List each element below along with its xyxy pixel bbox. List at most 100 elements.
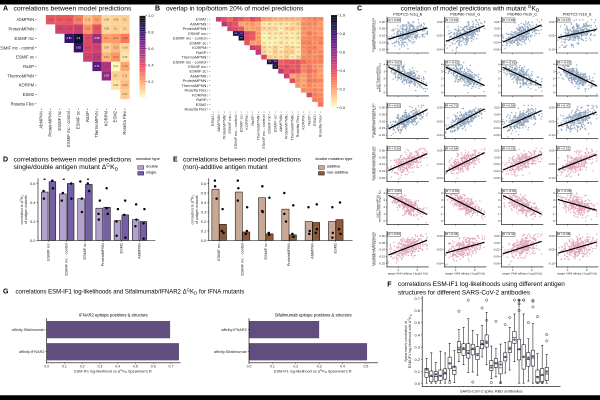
svg-text:ESMIF mc↓: ESMIF mc↓ xyxy=(227,113,232,133)
svg-text:-0.06: -0.06 xyxy=(493,261,500,265)
svg-text:-0.02: -0.02 xyxy=(436,248,443,252)
svg-text:0.02: 0.02 xyxy=(291,42,294,44)
svg-text:0.25: 0.25 xyxy=(308,85,311,87)
svg-text:0.3: 0.3 xyxy=(308,71,310,73)
svg-text:0.31: 0.31 xyxy=(229,19,232,21)
svg-text:0.1: 0.1 xyxy=(123,17,127,21)
svg-text:double: double xyxy=(146,164,159,169)
svg-text:Sifalimumab epitope positions: Sifalimumab epitope positions & structur… xyxy=(275,313,353,318)
svg-text:1: 1 xyxy=(553,212,555,216)
svg-text:0.08: 0.08 xyxy=(263,52,266,54)
svg-text:0.46: 0.46 xyxy=(251,47,254,49)
svg-text:target VHH affinity (-log10 Kd: target VHH affinity (-log10 Kd) xyxy=(502,272,542,276)
svg-text:0.05: 0.05 xyxy=(285,33,288,35)
svg-text:0.22: 0.22 xyxy=(113,55,119,59)
svg-text:0.03: 0.03 xyxy=(263,42,266,44)
svg-text:0.37: 0.37 xyxy=(95,27,101,31)
svg-text:0.17: 0.17 xyxy=(257,23,260,25)
svg-text:0.11: 0.11 xyxy=(297,23,300,25)
svg-text:0.00: 0.00 xyxy=(494,112,500,116)
svg-text:0.21: 0.21 xyxy=(113,36,119,40)
svg-text:0.26: 0.26 xyxy=(314,71,317,73)
svg-text:0.23: 0.23 xyxy=(314,66,317,68)
svg-text:0.24: 0.24 xyxy=(319,19,322,21)
svg-text:Δ log-likelihood (ESM-IF1 mc): Δ log-likelihood (ESM-IF1 mc) xyxy=(371,232,375,266)
svg-text:-0.02: -0.02 xyxy=(436,162,443,166)
svg-text:affinity:Sifalimumab: affinity:Sifalimumab xyxy=(12,328,45,332)
svg-text:ProteinMPNN: ProteinMPNN xyxy=(8,27,34,32)
svg-text:-0.15: -0.15 xyxy=(379,255,386,259)
svg-text:0.25: 0.25 xyxy=(308,75,311,77)
svg-text:0.08: 0.08 xyxy=(268,28,271,30)
svg-text:RaSP: RaSP xyxy=(85,111,90,122)
svg-text:0: 0 xyxy=(383,90,385,94)
svg-text:0.0: 0.0 xyxy=(201,238,207,243)
svg-text:0.18: 0.18 xyxy=(251,28,254,30)
svg-text:0.03: 0.03 xyxy=(291,38,294,40)
svg-text:3: 3 xyxy=(553,198,555,202)
svg-text:-0.04: -0.04 xyxy=(436,261,443,265)
svg-text:0.05: 0.05 xyxy=(268,52,271,54)
svg-text:2: 2 xyxy=(553,205,555,209)
svg-text:0.8: 0.8 xyxy=(340,31,346,36)
svg-text:ESMIF mc: ESMIF mc xyxy=(57,111,62,131)
svg-text:primaryVHH(-log10K)D: primaryVHH(-log10K)D xyxy=(373,20,377,49)
svg-text:0.07: 0.07 xyxy=(291,23,294,25)
svg-text:3: 3 xyxy=(383,198,385,202)
svg-text:0.03: 0.03 xyxy=(297,42,300,44)
svg-text:0.15: 0.15 xyxy=(280,19,283,21)
svg-text:B: B xyxy=(155,6,160,13)
svg-text:AbMPNN↑: AbMPNN↑ xyxy=(216,113,221,131)
svg-text:0.00: 0.00 xyxy=(380,148,386,152)
svg-text:E: E xyxy=(173,157,178,164)
svg-text:0.00: 0.00 xyxy=(437,234,443,238)
svg-text:-0.10: -0.10 xyxy=(379,162,386,166)
svg-text:0.08: 0.08 xyxy=(122,45,128,49)
svg-text:0.19: 0.19 xyxy=(251,42,254,44)
svg-text:0.42: 0.42 xyxy=(67,27,73,31)
svg-text:ESMIF mc - control↓: ESMIF mc - control↓ xyxy=(173,36,208,41)
svg-text:-0.20: -0.20 xyxy=(379,261,386,265)
svg-text:0.04: 0.04 xyxy=(274,23,277,25)
svg-text:0.22: 0.22 xyxy=(302,52,305,54)
svg-text:0.08: 0.08 xyxy=(104,17,110,21)
svg-text:0.23: 0.23 xyxy=(319,38,322,40)
svg-text:0.11: 0.11 xyxy=(285,56,288,58)
svg-text:0.35: 0.35 xyxy=(251,38,254,40)
svg-text:Rosetta Flex: Rosetta Flex xyxy=(11,101,35,106)
svg-text:R = -0.63: R = -0.63 xyxy=(558,61,571,65)
svg-text:R = 0.70: R = 0.70 xyxy=(446,103,458,107)
svg-text:0: 0 xyxy=(498,90,500,94)
svg-text:correlationtoΔKGD: correlationtoΔKGD xyxy=(19,195,24,225)
svg-text:0.03: 0.03 xyxy=(285,42,288,44)
svg-text:4: 4 xyxy=(383,191,385,195)
svg-text:-0.15: -0.15 xyxy=(379,169,386,173)
svg-text:4: 4 xyxy=(455,268,457,272)
svg-text:0: 0 xyxy=(498,219,500,223)
svg-text:0.15: 0.15 xyxy=(274,19,277,21)
svg-text:0.06: 0.06 xyxy=(280,33,283,35)
svg-text:0.28: 0.28 xyxy=(308,80,311,82)
svg-text:0.4: 0.4 xyxy=(30,200,36,205)
svg-text:AbMPNN: AbMPNN xyxy=(310,243,314,259)
svg-text:0.8: 0.8 xyxy=(240,33,242,35)
svg-text:0.27: 0.27 xyxy=(314,80,317,82)
svg-text:0.00: 0.00 xyxy=(549,148,555,152)
svg-text:-0.04: -0.04 xyxy=(493,126,500,130)
svg-text:ProteinMPNN↓: ProteinMPNN↓ xyxy=(183,78,209,83)
svg-text:KORPM: KORPM xyxy=(19,83,35,88)
svg-text:0.5: 0.5 xyxy=(414,320,420,325)
svg-text:ThermoMPNN↑: ThermoMPNN↑ xyxy=(181,55,208,60)
svg-text:ΔΔG ThermoMPNN: ΔΔG ThermoMPNN xyxy=(376,195,380,218)
svg-text:0.08: 0.08 xyxy=(104,27,110,31)
svg-text:-0.05: -0.05 xyxy=(548,162,555,166)
svg-text:-0.02: -0.02 xyxy=(493,248,500,252)
svg-text:R = 0.47: R = 0.47 xyxy=(558,103,570,107)
svg-text:0.4: 0.4 xyxy=(235,19,237,21)
svg-text:0.33: 0.33 xyxy=(280,61,283,63)
svg-text:0.5: 0.5 xyxy=(201,190,207,195)
svg-text:0.58: 0.58 xyxy=(95,36,101,40)
svg-text:0.13: 0.13 xyxy=(85,17,91,21)
svg-text:2: 2 xyxy=(441,77,443,81)
